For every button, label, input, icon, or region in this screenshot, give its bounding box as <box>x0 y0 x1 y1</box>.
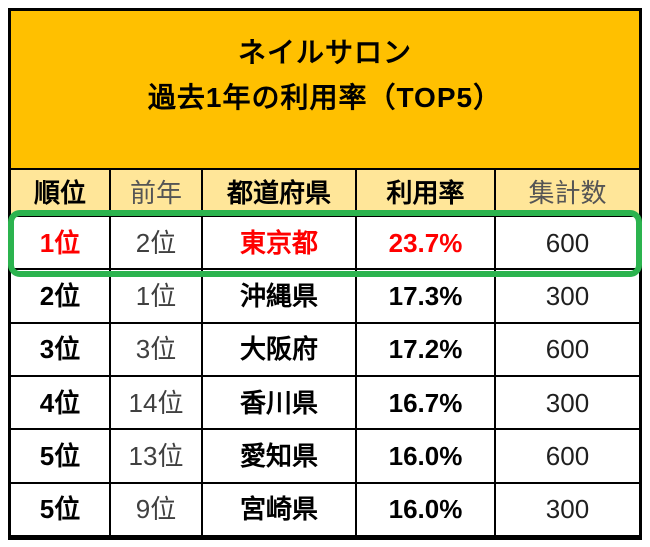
table-row-rank4: 4位 14位 香川県 16.7% 300 <box>11 376 639 431</box>
prefecture-cell: 沖縄県 <box>203 270 357 322</box>
sample-size-cell: 300 <box>545 494 590 525</box>
table-row-rank1: 1位 2位 東京都 23.7% 600 <box>11 217 639 271</box>
rank-cell: 3位 <box>11 323 111 375</box>
usage-rate-cell: 17.3% <box>357 270 496 322</box>
prefecture-cell: 東京都 <box>203 217 357 269</box>
prev-year-cell: 3位 <box>111 323 203 375</box>
usage-rate-cell: 17.2% <box>357 323 496 375</box>
usage-rate-cell: 23.7% <box>357 217 496 269</box>
rank-cell: 4位 <box>11 376 111 429</box>
rank-cell: 5位 <box>11 483 111 535</box>
table-row-rank5a: 5位 13位 愛知県 16.0% 600 <box>11 430 639 484</box>
prev-year-cell: 1位 <box>111 270 203 322</box>
usage-rate-cell: 16.0% <box>357 483 496 535</box>
rank-cell: 5位 <box>11 430 111 482</box>
column-header-rank: 順位 <box>11 170 111 215</box>
prefecture-cell: 大阪府 <box>203 323 357 375</box>
rank-cell: 2位 <box>11 270 111 322</box>
sample-size-cell: 300 <box>545 280 590 311</box>
title-line-2: 過去1年の利用率（TOP5） <box>147 82 503 113</box>
prefecture-cell: 宮崎県 <box>203 483 357 535</box>
sample-size-cell: 300 <box>545 387 590 418</box>
table-row-rank5b: 5位 9位 宮崎県 16.0% 300 <box>11 483 639 537</box>
sample-size-cell: 600 <box>545 227 590 258</box>
sample-size-cell: 600 <box>545 334 590 365</box>
sample-size-cell: 600 <box>545 440 590 471</box>
table-row-rank2: 2位 1位 沖縄県 17.3% 300 <box>11 270 639 324</box>
column-header-usage-rate: 利用率 <box>357 170 496 215</box>
prev-year-cell: 13位 <box>111 430 203 482</box>
table-row-rank3: 3位 3位 大阪府 17.2% 600 <box>11 323 639 377</box>
usage-rate-cell: 16.7% <box>357 376 496 429</box>
prefecture-cell: 愛知県 <box>203 430 357 482</box>
prev-year-cell: 2位 <box>111 217 203 269</box>
prev-year-cell: 14位 <box>111 376 203 429</box>
prefecture-cell: 香川県 <box>203 376 357 429</box>
header-row: 順位 前年 都道府県 利用率 集計数 <box>11 170 639 217</box>
column-header-prefecture: 都道府県 <box>203 170 357 215</box>
rank-cell: 1位 <box>11 217 111 269</box>
ranking-table: ネイルサロン 過去1年の利用率（TOP5） 順位 前年 都道府県 利用率 集計数… <box>8 8 642 540</box>
table-title: ネイルサロン 過去1年の利用率（TOP5） <box>11 11 639 170</box>
title-line-1: ネイルサロン <box>237 37 412 68</box>
prev-year-cell: 9位 <box>111 483 203 535</box>
column-header-sample-size: 集計数 <box>528 177 607 208</box>
usage-rate-cell: 16.0% <box>357 430 496 482</box>
column-header-prev-year: 前年 <box>111 170 203 215</box>
